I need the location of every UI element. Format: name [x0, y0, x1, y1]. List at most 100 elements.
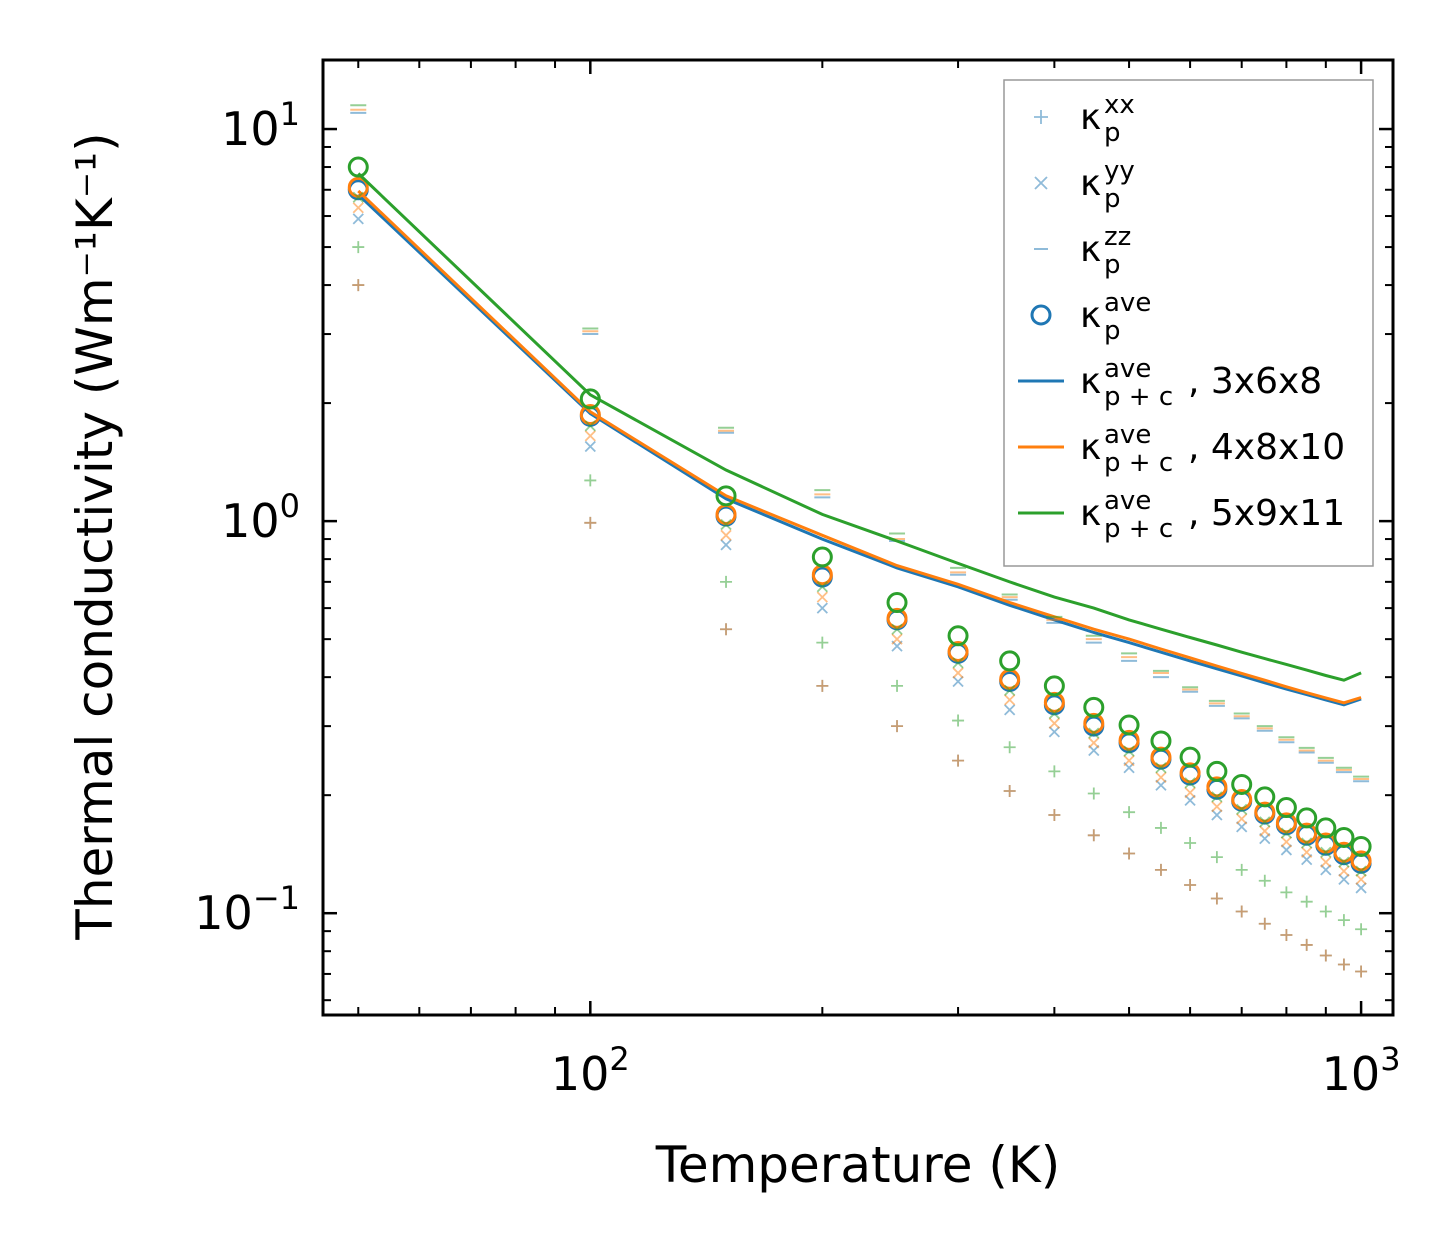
- point-kxx: [1184, 837, 1197, 850]
- point-kyy: [1211, 800, 1223, 813]
- point-kave: [1043, 675, 1065, 697]
- point-kxx: [1300, 938, 1313, 951]
- point-kyy: [720, 529, 732, 541]
- legend-label: κ: [1080, 361, 1101, 402]
- point-kxx: [1337, 958, 1350, 971]
- point-kyy: [1338, 865, 1350, 877]
- point-kxx: [952, 754, 965, 767]
- legend-label: κ: [1080, 97, 1101, 138]
- legend-label-sup: yy: [1104, 156, 1135, 186]
- legend-label-suffix: , 5x9x11: [1188, 493, 1345, 534]
- point-kave: [1043, 691, 1065, 713]
- point-kxx: [1123, 806, 1136, 819]
- legend-box: [1003, 79, 1374, 567]
- point-kxx: [1210, 851, 1223, 864]
- point-kave: [347, 156, 369, 178]
- point-kave: [1179, 746, 1201, 768]
- point-kyy: [1355, 873, 1367, 885]
- point-kyy: [1123, 754, 1135, 767]
- point-kxx: [1048, 809, 1061, 822]
- point-kyy: [1088, 737, 1100, 749]
- point-kyy: [584, 420, 596, 432]
- point-kxx: [816, 636, 829, 649]
- point-kave: [715, 485, 737, 507]
- point-kxx: [1280, 928, 1293, 941]
- point-kyy: [1320, 856, 1332, 868]
- legend-marker-plus: [1034, 110, 1048, 124]
- point-kave: [999, 650, 1021, 672]
- series-5x9x11: [347, 104, 1372, 936]
- legend-label-suffix: , 4x8x10: [1188, 427, 1345, 468]
- point-kxx: [1184, 879, 1197, 892]
- point-kxx: [1355, 965, 1368, 978]
- point-kyy: [352, 202, 364, 214]
- legend-label-sub: p: [1104, 184, 1121, 214]
- point-kyy: [1301, 837, 1313, 849]
- legend-label: κ: [1080, 493, 1101, 534]
- y-tick-exponent: 0: [280, 487, 300, 525]
- point-kyy: [1338, 856, 1350, 868]
- legend-label-sup: ave: [1104, 354, 1151, 384]
- legend-label: κ: [1080, 229, 1101, 270]
- point-kave: [811, 546, 833, 568]
- legend-label-sub: p + c: [1104, 514, 1173, 544]
- point-kyy: [1355, 882, 1367, 894]
- legend-label-sup: xx: [1104, 90, 1135, 120]
- point-kyy: [816, 591, 828, 603]
- legend-item-0: κ xxp: [1034, 90, 1135, 148]
- point-kave: [1083, 696, 1105, 718]
- point-kave: [1296, 807, 1318, 829]
- point-kxx: [1355, 923, 1368, 936]
- legend-label-sub: p + c: [1104, 382, 1173, 412]
- legend-label-sup: ave: [1104, 486, 1151, 516]
- legend-label-sub: p: [1104, 316, 1121, 346]
- legend-marker-cross: [1034, 176, 1048, 190]
- point-kyy: [1184, 787, 1196, 799]
- point-kxx: [1003, 741, 1016, 754]
- point-kave: [1254, 786, 1276, 808]
- point-kyy: [1048, 726, 1061, 738]
- point-kyy: [1259, 816, 1271, 828]
- point-kyy: [1355, 865, 1367, 877]
- point-kyy: [720, 518, 732, 531]
- line-kpc-5x9x11: [357, 172, 1362, 682]
- point-kyy: [352, 191, 364, 203]
- axes: [321, 58, 1395, 1017]
- point-kxx: [584, 516, 597, 529]
- legend-label-sup: ave: [1104, 288, 1151, 318]
- legend-label-suffix: , 3x6x8: [1188, 361, 1322, 402]
- point-kyy: [816, 581, 828, 593]
- point-kave: [1150, 746, 1172, 768]
- legend-label-sup: zz: [1104, 222, 1131, 252]
- point-kyy: [584, 440, 596, 453]
- point-kave: [1333, 826, 1355, 848]
- point-kyy: [952, 657, 964, 669]
- line-kpc-3x6x8: [357, 193, 1362, 707]
- point-kyy: [1320, 846, 1332, 858]
- point-kyy: [1236, 813, 1248, 825]
- point-kyy: [1088, 727, 1100, 739]
- point-kave: [1275, 797, 1297, 819]
- legend-label-sub: p + c: [1104, 448, 1173, 478]
- point-kyy: [1004, 704, 1016, 716]
- point-kyy: [816, 602, 828, 614]
- point-kxx: [352, 241, 365, 254]
- point-kxx: [1258, 917, 1271, 930]
- point-kxx: [891, 679, 904, 692]
- point-kxx: [1319, 905, 1332, 918]
- point-kyy: [1280, 836, 1293, 848]
- legend-item-2: κ zzp: [1034, 222, 1131, 280]
- point-kyy: [1048, 717, 1061, 729]
- point-kxx: [1123, 847, 1136, 860]
- point-kave: [947, 641, 969, 663]
- legend-marker-circle: [1030, 304, 1052, 326]
- point-kxx: [891, 720, 904, 733]
- point-kave: [1206, 760, 1228, 782]
- point-kave: [579, 404, 601, 426]
